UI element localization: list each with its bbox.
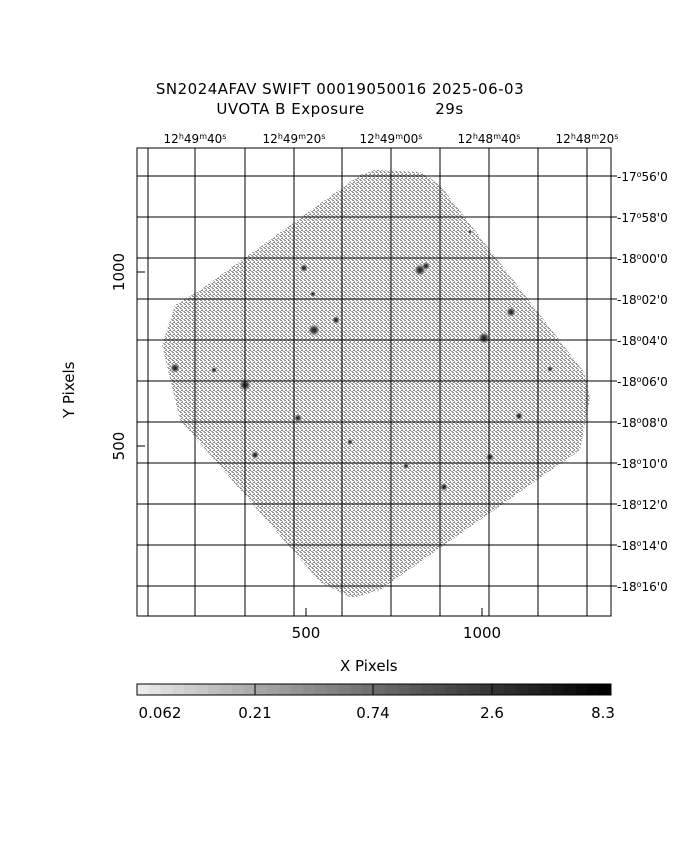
filter-exposure-label: UVOTA B Exposure [216,100,365,118]
ra-tick-label: 12h49m40s [164,132,227,147]
plot-title: SN2024AFAV SWIFT 00019050016 2025-06-03 [155,80,525,98]
y-tick-label: 1000 [110,253,128,291]
dec-tick-label: -18o06'0 [617,375,668,390]
ra-tick-label: 12h49m00s [360,132,423,147]
dec-tick-label: -18o16'0 [617,580,668,595]
dec-tick-label: -18o08'0 [617,416,668,431]
ra-tick-label: 12h48m40s [458,132,521,147]
ra-tick-label: 12h48m20s [556,132,619,147]
y-axis-label: Y Pixels [60,361,78,418]
sources [170,230,553,491]
colorbar [136,683,612,696]
x-axis-label: X Pixels [340,657,398,675]
x-tick-label: 500 [292,624,321,642]
exposure-footprint [162,170,590,598]
dec-tick-label: -18o10'0 [617,457,668,472]
dec-tick-label: -17o56'0 [617,170,668,185]
colorbar-label: 0.74 [356,704,390,722]
coordinate-grid [137,148,611,616]
x-tick-label: 1000 [463,624,501,642]
dec-tick-label: -18o00'0 [617,252,668,267]
colorbar-label: 2.6 [480,704,504,722]
dec-tick-label: -18o14'0 [617,539,668,554]
dec-tick-label: -18o02'0 [617,293,668,308]
plot-frame [136,147,612,617]
plot-subtitle: UVOTA B Exposure 29s [0,100,680,118]
ra-tick-label: 12h49m20s [263,132,326,147]
y-tick-label: 500 [110,432,128,461]
dec-tick-label: -17o58'0 [617,211,668,226]
colorbar-label: 0.21 [238,704,272,722]
colorbar-label: 0.062 [138,704,182,722]
dec-tick-label: -18o04'0 [617,334,668,349]
dec-tick-label: -18o12'0 [617,498,668,513]
exposure-time: 29s [435,100,464,118]
colorbar-label: 8.3 [591,704,615,722]
